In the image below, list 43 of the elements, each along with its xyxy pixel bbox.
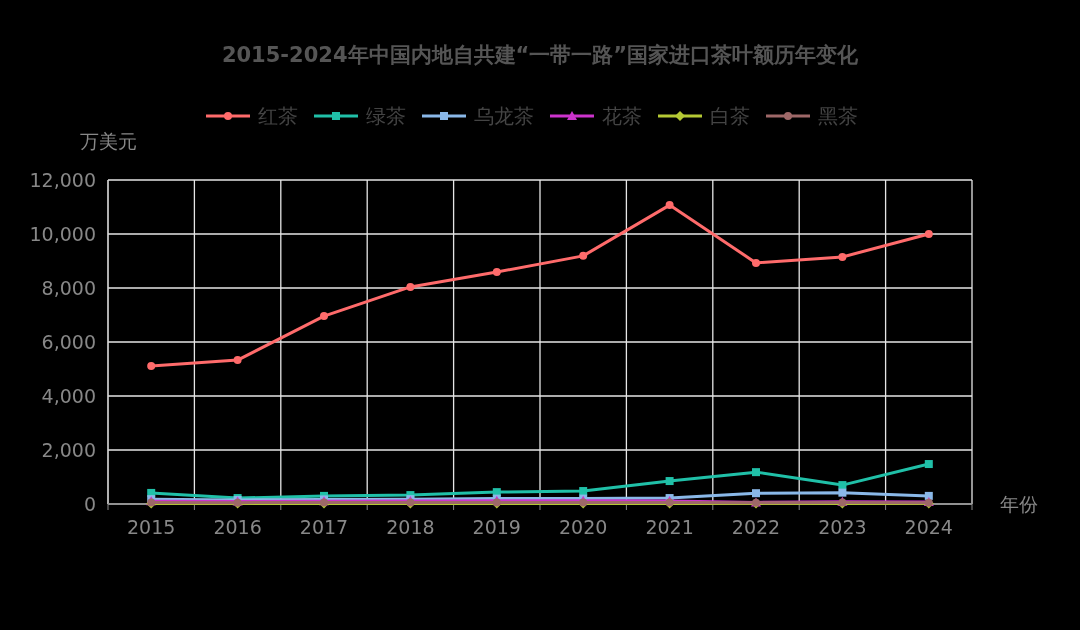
x-tick-label: 2016 (213, 516, 262, 538)
x-tick-label: 2022 (731, 516, 781, 538)
point (924, 460, 933, 469)
point (579, 251, 588, 260)
point (233, 356, 242, 365)
point (320, 312, 328, 321)
point (752, 468, 760, 477)
x-tick-label: 2024 (904, 516, 953, 538)
x-axis-title: 年份 (1000, 493, 1038, 515)
x-tick-label: 2023 (818, 516, 867, 538)
x-tick-label: 2018 (386, 516, 435, 538)
y-tick-label: 4,000 (41, 385, 96, 407)
point (752, 258, 760, 267)
legend-label: 红茶 (258, 104, 298, 128)
x-tick-label: 2017 (299, 516, 349, 538)
point (665, 201, 674, 210)
x-tick-label: 2020 (559, 516, 608, 538)
y-tick-label: 10,000 (29, 223, 96, 245)
y-tick-label: 12,000 (29, 169, 96, 191)
legend-label: 黑茶 (818, 104, 858, 128)
point (492, 268, 501, 277)
point (665, 477, 674, 486)
point (838, 488, 847, 497)
x-tick-label: 2015 (127, 516, 176, 538)
point (752, 489, 760, 498)
legend-label: 花茶 (602, 104, 642, 128)
y-tick-label: 0 (83, 493, 96, 515)
chart-title: 2015-2024年中国内地自共建“一带一路”国家进口茶叶额历年变化 (221, 43, 860, 67)
y-tick-label: 2,000 (41, 439, 96, 461)
legend-label: 绿茶 (366, 104, 406, 128)
legend-label: 白茶 (710, 104, 750, 128)
x-tick-label: 2021 (645, 516, 694, 538)
point (147, 362, 156, 371)
x-tick-label: 2019 (472, 516, 521, 538)
point (838, 481, 847, 490)
point (406, 282, 415, 291)
legend-label: 乌龙茶 (474, 104, 534, 128)
y-axis-title: 万美元 (79, 130, 137, 152)
point (838, 252, 847, 261)
point (924, 230, 933, 238)
y-tick-label: 6,000 (41, 331, 96, 353)
point (579, 487, 588, 496)
y-tick-label: 8,000 (41, 277, 96, 299)
